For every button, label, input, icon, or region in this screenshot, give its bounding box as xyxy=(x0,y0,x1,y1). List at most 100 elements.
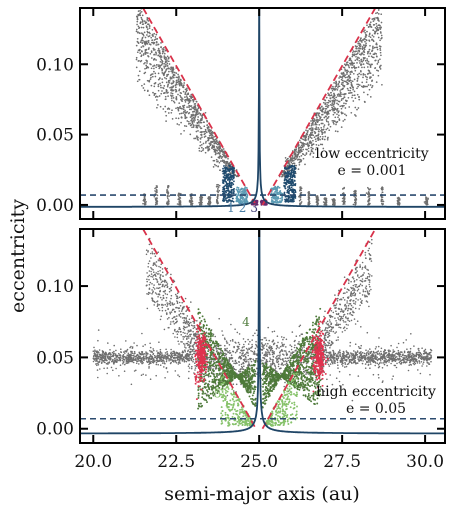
data-point xyxy=(164,70,167,73)
data-point xyxy=(189,133,192,136)
data-point xyxy=(217,190,219,193)
data-point xyxy=(350,60,353,62)
data-point xyxy=(234,362,237,365)
data-point xyxy=(135,30,138,33)
data-point xyxy=(180,121,182,124)
data-point xyxy=(224,197,227,200)
data-point xyxy=(329,97,332,100)
data-point xyxy=(281,198,284,201)
data-point xyxy=(315,135,317,137)
data-point xyxy=(351,80,354,83)
annotation-text: e = 0.001 xyxy=(338,163,407,179)
data-point xyxy=(340,95,342,98)
data-point xyxy=(375,42,378,45)
data-point xyxy=(175,83,178,86)
data-point xyxy=(239,197,242,200)
data-point xyxy=(241,354,243,357)
data-point xyxy=(342,75,344,77)
data-point xyxy=(135,58,138,61)
data-point xyxy=(307,138,310,141)
data-point xyxy=(369,202,371,205)
data-point xyxy=(326,127,329,130)
data-point xyxy=(382,200,385,203)
data-point xyxy=(195,112,198,115)
data-point xyxy=(345,365,348,368)
data-point xyxy=(167,185,170,188)
data-point xyxy=(167,84,169,87)
data-point xyxy=(255,199,258,202)
data-point xyxy=(314,123,317,125)
data-point xyxy=(193,121,195,123)
data-point xyxy=(162,47,165,49)
data-point xyxy=(291,159,293,162)
data-point xyxy=(357,49,360,52)
data-point xyxy=(274,188,276,191)
data-point xyxy=(325,105,327,108)
data-point xyxy=(186,106,188,108)
data-point xyxy=(332,203,334,206)
data-point xyxy=(166,59,168,61)
data-point xyxy=(155,361,158,364)
data-point xyxy=(377,59,380,62)
data-point xyxy=(172,89,175,92)
data-point xyxy=(351,94,354,97)
data-point xyxy=(362,39,365,41)
data-point xyxy=(380,54,382,57)
data-point xyxy=(196,135,198,137)
data-point xyxy=(153,32,156,35)
data-point xyxy=(242,355,245,357)
data-point xyxy=(228,162,230,165)
data-point xyxy=(364,31,367,34)
data-point xyxy=(284,200,287,203)
data-point xyxy=(310,124,313,127)
data-point xyxy=(205,131,208,134)
data-point xyxy=(222,334,224,337)
data-point xyxy=(376,26,379,29)
data-point xyxy=(333,103,335,106)
data-point xyxy=(310,149,313,151)
data-point xyxy=(298,155,301,158)
data-point xyxy=(359,39,362,42)
data-point xyxy=(382,362,385,364)
data-point xyxy=(344,113,346,116)
data-point xyxy=(311,121,314,124)
data-point xyxy=(238,364,240,366)
data-point xyxy=(172,85,175,87)
data-point xyxy=(247,354,249,357)
data-point xyxy=(270,346,273,348)
data-point xyxy=(326,378,328,381)
data-point xyxy=(203,125,206,128)
data-point xyxy=(150,50,153,52)
data-point xyxy=(141,38,144,40)
data-point xyxy=(308,199,310,202)
data-point xyxy=(191,106,193,109)
data-point xyxy=(348,92,350,94)
data-point xyxy=(197,120,200,123)
data-point xyxy=(165,77,168,80)
data-point xyxy=(286,165,289,168)
data-point xyxy=(141,351,144,353)
data-point xyxy=(143,52,145,55)
data-point xyxy=(356,87,358,90)
data-point xyxy=(187,92,190,95)
data-point xyxy=(358,355,361,358)
data-point xyxy=(200,130,203,133)
data-point xyxy=(314,379,317,381)
data-point xyxy=(312,124,314,126)
data-point xyxy=(216,141,219,144)
data-point xyxy=(153,70,155,73)
data-point xyxy=(207,202,210,205)
data-point xyxy=(299,141,302,144)
data-point xyxy=(325,120,328,123)
data-point xyxy=(302,143,305,146)
data-point xyxy=(314,127,317,130)
data-point xyxy=(172,97,175,99)
data-point xyxy=(334,362,336,365)
data-point xyxy=(351,51,354,54)
data-point xyxy=(222,172,225,175)
data-point xyxy=(210,141,212,144)
data-point xyxy=(161,81,164,84)
data-point xyxy=(197,107,200,110)
data-point xyxy=(342,72,345,75)
